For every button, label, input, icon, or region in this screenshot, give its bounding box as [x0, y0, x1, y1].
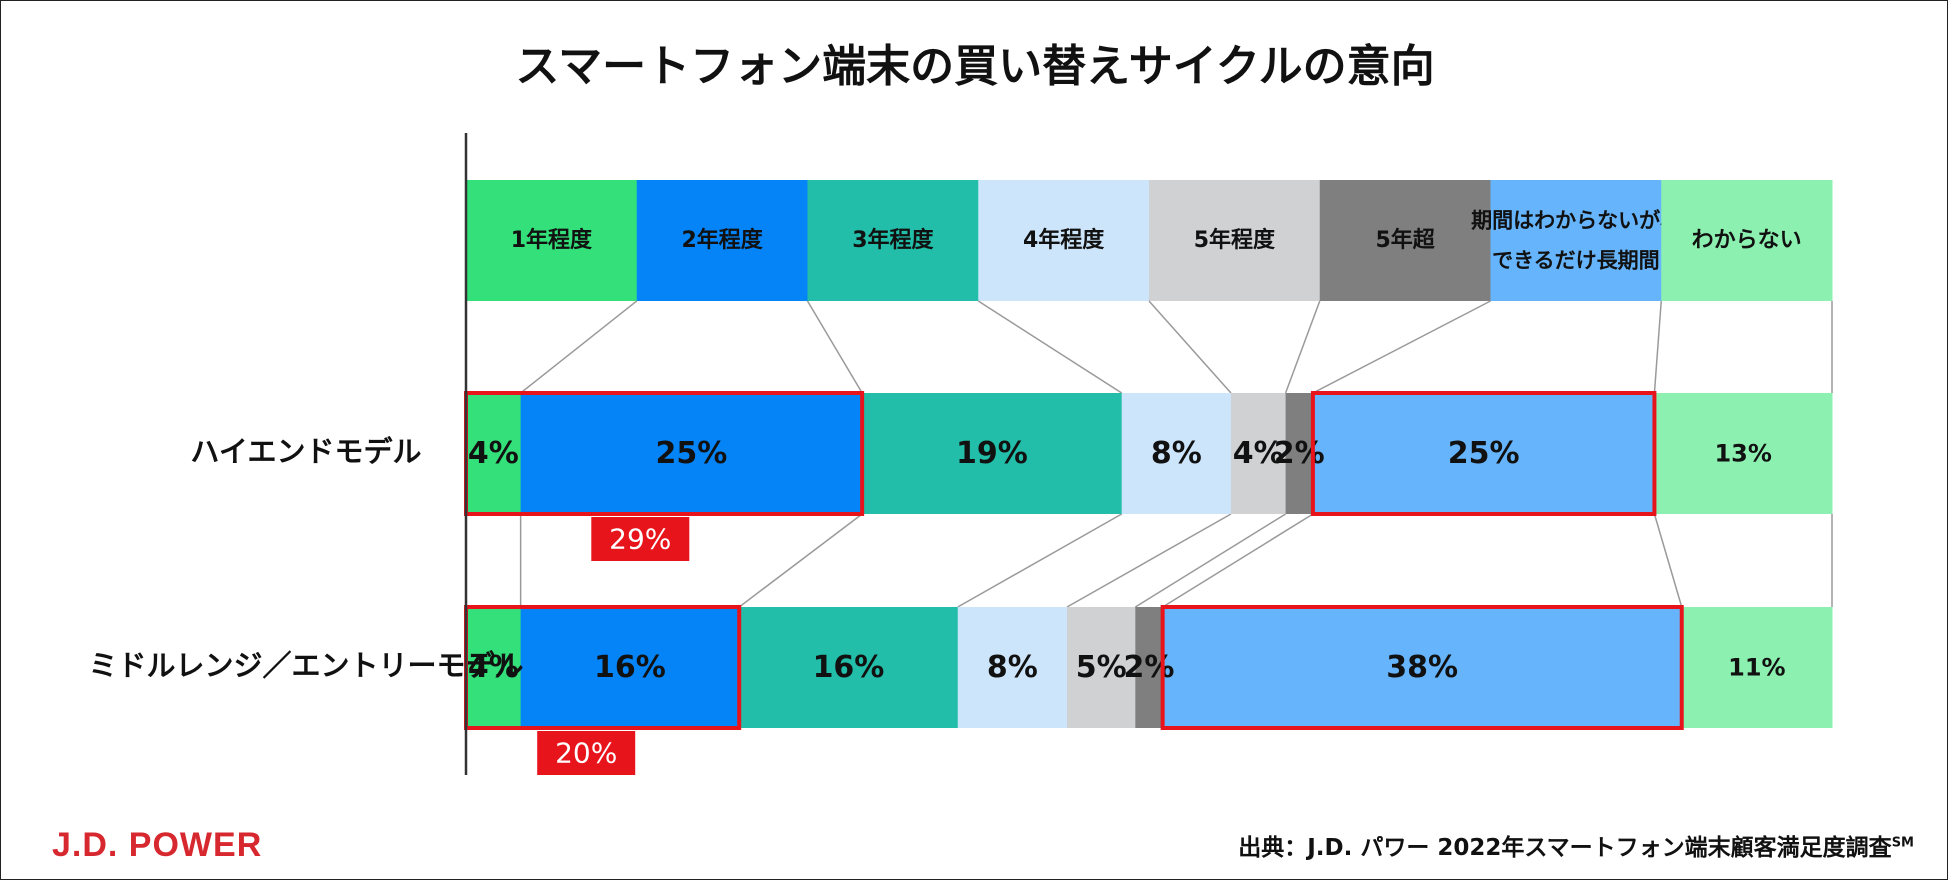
data-label-row2-seg1: 4% [468, 650, 519, 685]
bar-row2-seg8 [1681, 607, 1833, 728]
data-label-row1-seg4: 8% [1151, 436, 1202, 471]
legend-label-2: 2年程度 [681, 227, 763, 253]
bar-row1-seg8 [1654, 393, 1833, 514]
bar-row2-seg2 [520, 607, 740, 728]
connector-line-10 [1134, 513, 1286, 608]
data-label-row1-seg6: 2% [1274, 436, 1325, 471]
category-label-1: ハイエンドモデル [190, 435, 421, 469]
bar-row1-seg7 [1312, 393, 1655, 514]
chart-title: スマートフォン端末の買い替えサイクルの意向 [515, 41, 1435, 92]
legend-label-5: 5年程度 [1194, 227, 1276, 253]
connector-line-14 [1653, 513, 1683, 608]
connector-line-1 [520, 300, 638, 394]
sum-badge-row1 [591, 517, 690, 561]
legend-label-8: わからない [1692, 228, 1802, 253]
data-label-row2-seg4: 8% [987, 650, 1038, 685]
sum-badge-row2 [537, 731, 636, 775]
bar-row2-seg6 [1135, 607, 1164, 728]
connector-line-5 [977, 300, 1123, 394]
highlight-box-long-row1 [1310, 391, 1657, 516]
bar-row2-seg7 [1162, 607, 1683, 728]
bar-row1-seg2 [520, 393, 863, 514]
legend-swatch-6 [1319, 180, 1491, 301]
legend-label-6: 5年超 [1375, 227, 1435, 253]
connector-line-6 [957, 513, 1123, 608]
connector-line-7 [1148, 300, 1232, 394]
service-mark: SM [1891, 835, 1914, 851]
data-label-row1-seg3: 19% [956, 436, 1028, 471]
sum-badge-label-row1: 29% [609, 523, 671, 556]
data-label-row2-seg5: 5% [1076, 650, 1127, 685]
legend-swatch-7 [1490, 180, 1662, 301]
bar-row1-seg3 [862, 393, 1123, 514]
connector-line-13 [1653, 300, 1662, 394]
sum-badge-label-row2: 20% [555, 737, 617, 770]
bar-row1-seg5 [1230, 393, 1287, 514]
connector-line-11 [1312, 300, 1491, 394]
data-label-row1-seg8: 13% [1714, 440, 1771, 468]
source-text: 出典：J.D. パワー 2022年スマートフォン端末顧客満足度調査 [1238, 835, 1892, 861]
legend-label-7-line2: できるだけ長期間 [1492, 249, 1660, 273]
bar-row2-seg5 [1067, 607, 1136, 728]
connector-line-3 [806, 300, 863, 394]
data-label-row1-seg1: 4% [468, 436, 519, 471]
legend-swatch-2 [636, 180, 808, 301]
legend-swatch-8 [1661, 180, 1833, 301]
bar-row2-seg3 [739, 607, 959, 728]
bar-row1-seg1 [466, 393, 522, 514]
data-label-row2-seg8: 11% [1728, 654, 1785, 682]
legend-swatch-1 [466, 180, 638, 301]
category-label-2: ミドルレンジ／エントリーモデル [88, 649, 523, 683]
data-label-row2-seg6: 2% [1124, 650, 1175, 685]
connector-line-8 [1066, 513, 1232, 608]
bar-row1-seg6 [1285, 393, 1314, 514]
legend-label-1: 1年程度 [511, 227, 593, 253]
legend-swatch-4 [978, 180, 1150, 301]
data-label-row2-seg7: 38% [1386, 650, 1458, 685]
data-label-row2-seg2: 16% [594, 650, 666, 685]
highlight-box-long-row2 [1160, 605, 1684, 730]
source-note: 出典：J.D. パワー 2022年スマートフォン端末顧客満足度調査SM [1238, 828, 1914, 862]
data-label-row1-seg7: 25% [1448, 436, 1520, 471]
data-label-row2-seg3: 16% [813, 650, 885, 685]
jd-power-logo: J.D. POWER [52, 826, 263, 864]
legend-label-7-line1: 期間はわからないが、 [1471, 209, 1681, 233]
bar-row1-seg4 [1121, 393, 1232, 514]
data-label-row1-seg2: 25% [655, 436, 727, 471]
legend-swatch-3 [807, 180, 979, 301]
connector-line-9 [1284, 300, 1321, 394]
connector-line-12 [1162, 513, 1314, 608]
bar-row2-seg4 [957, 607, 1068, 728]
legend-label-3: 3年程度 [852, 227, 934, 253]
data-label-row1-seg5: 4% [1233, 436, 1284, 471]
legend-label-4: 4年程度 [1023, 227, 1105, 253]
bar-row2-seg1 [466, 607, 522, 728]
legend-swatch-5 [1149, 180, 1321, 301]
connector-line-4 [738, 513, 863, 608]
